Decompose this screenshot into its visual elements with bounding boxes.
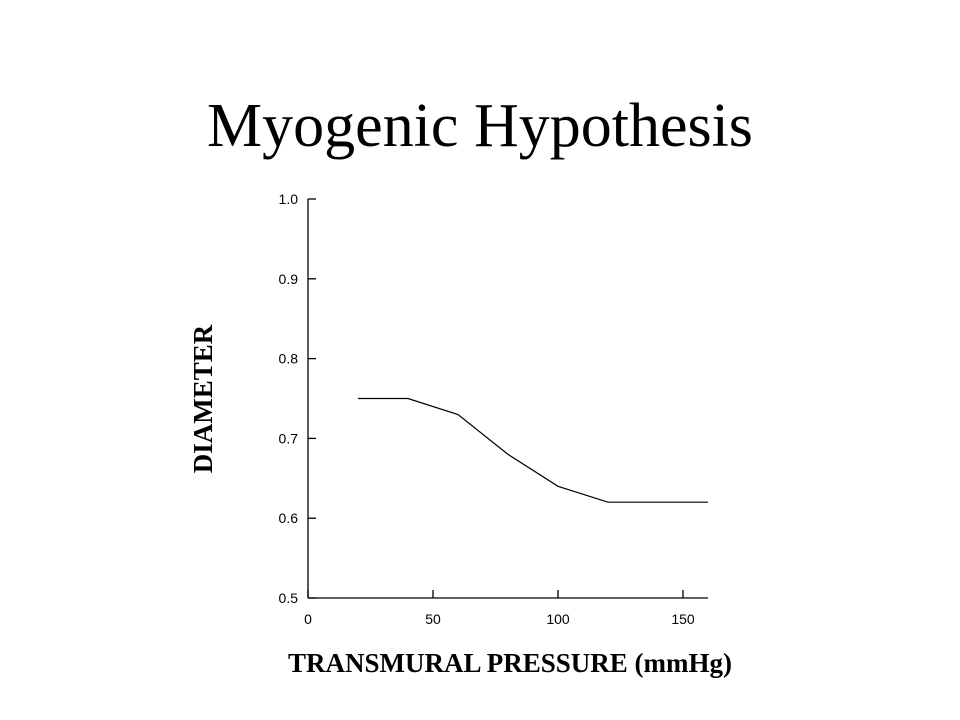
x-axis-title: TRANSMURAL PRESSURE (mmHg) <box>288 648 732 678</box>
y-tick-label: 1.0 <box>279 191 299 207</box>
y-tick-label: 0.9 <box>279 271 299 287</box>
x-tick-label: 100 <box>546 611 570 627</box>
x-tick-label: 150 <box>671 611 695 627</box>
slide-title: Myogenic Hypothesis <box>207 92 753 160</box>
y-tick-label: 0.6 <box>279 510 299 526</box>
x-tick-label: 0 <box>304 611 312 627</box>
x-axis: 0 50 100 150 <box>304 590 708 627</box>
y-axis: 0.5 0.6 0.7 0.8 0.9 1.0 <box>279 191 316 606</box>
series <box>358 397 708 503</box>
y-tick-label: 0.8 <box>279 351 299 367</box>
y-tick-label: 0.7 <box>279 430 299 446</box>
x-tick-label: 50 <box>425 611 441 627</box>
y-axis-title: DIAMETER <box>188 324 218 473</box>
series-line <box>358 397 708 503</box>
y-tick-label: 0.5 <box>279 590 299 606</box>
